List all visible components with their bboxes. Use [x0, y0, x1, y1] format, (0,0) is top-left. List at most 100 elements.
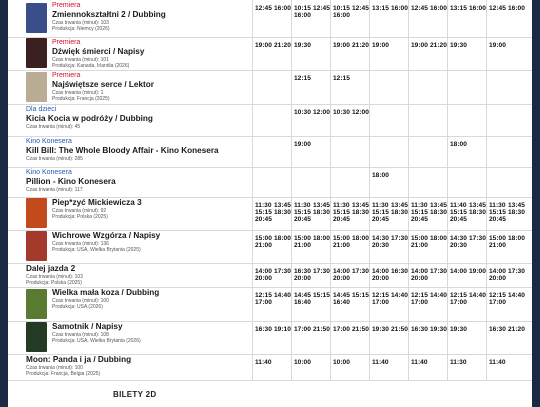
showtime-link[interactable]: 20:45 [411, 216, 428, 223]
showtime-link[interactable]: 19:30 [294, 42, 311, 49]
showtime-link[interactable]: 19:00 [294, 141, 311, 148]
film-title[interactable]: Wielka mała koza / Dubbing [52, 288, 160, 297]
showtime-link[interactable]: 11:30 [450, 359, 467, 366]
showtime-link[interactable]: 10:00 [294, 359, 311, 366]
showtime-link[interactable]: 20:00 [294, 275, 311, 282]
showtime-link[interactable]: 12:15 [411, 292, 428, 299]
film-title[interactable]: Najświętsze serce / Lektor [52, 80, 154, 89]
showtime-link[interactable]: 21:20 [508, 326, 525, 333]
showtime-link[interactable]: 14:00 [333, 268, 350, 275]
showtime-link[interactable]: 19:30 [430, 326, 447, 333]
showtime-link[interactable]: 13:45 [313, 202, 330, 209]
showtime-link[interactable]: 21:00 [294, 242, 311, 249]
showtime-link[interactable]: 20:00 [255, 275, 272, 282]
showtime-link[interactable]: 17:00 [333, 326, 350, 333]
showtime-link[interactable]: 19:10 [274, 326, 291, 333]
showtime-link[interactable]: 11:40 [450, 202, 467, 209]
showtime-link[interactable]: 20:45 [489, 216, 506, 223]
showtime-link[interactable]: 20:45 [372, 216, 389, 223]
showtime-link[interactable]: 16:00 [274, 5, 291, 12]
showtime-link[interactable]: 14:00 [255, 268, 272, 275]
showtime-link[interactable]: 17:30 [430, 268, 447, 275]
showtime-link[interactable]: 18:30 [313, 209, 330, 216]
showtime-link[interactable]: 15:00 [294, 235, 311, 242]
showtime-link[interactable]: 20:45 [255, 216, 272, 223]
showtime-link[interactable]: 15:15 [313, 292, 330, 299]
showtime-link[interactable]: 11:30 [372, 202, 389, 209]
showtime-link[interactable]: 18:00 [274, 235, 291, 242]
showtime-link[interactable]: 16:30 [294, 268, 311, 275]
showtime-link[interactable]: 15:00 [411, 235, 428, 242]
showtime-link[interactable]: 20:00 [333, 275, 350, 282]
showtime-link[interactable]: 19:30 [372, 326, 389, 333]
showtime-link[interactable]: 15:15 [372, 209, 389, 216]
showtime-link[interactable]: 19:00 [372, 42, 389, 49]
showtime-link[interactable]: 21:00 [489, 242, 506, 249]
film-title[interactable]: Dalej jazda 2 [26, 264, 76, 273]
showtime-link[interactable]: 14:45 [333, 292, 350, 299]
film-poster[interactable] [26, 322, 47, 352]
showtime-link[interactable]: 16:00 [294, 12, 311, 19]
film-poster[interactable] [26, 231, 47, 261]
showtime-link[interactable]: 10:30 [294, 109, 311, 116]
showtime-link[interactable]: 16:00 [391, 5, 408, 12]
showtime-link[interactable]: 12:45 [352, 5, 369, 12]
showtime-link[interactable]: 17:30 [352, 268, 369, 275]
showtime-link[interactable]: 18:30 [352, 209, 369, 216]
showtime-link[interactable]: 15:15 [333, 209, 350, 216]
showtime-link[interactable]: 13:45 [430, 202, 447, 209]
showtime-link[interactable]: 17:00 [372, 299, 389, 306]
showtime-link[interactable]: 16:40 [333, 299, 350, 306]
showtime-link[interactable]: 14:40 [274, 292, 291, 299]
film-poster[interactable] [26, 3, 47, 33]
film-title[interactable]: Kill Bill: The Whole Bloody Affair - Kin… [26, 146, 219, 155]
showtime-link[interactable]: 18:00 [372, 172, 389, 179]
showtime-link[interactable]: 15:15 [352, 292, 369, 299]
showtime-link[interactable]: 12:15 [255, 292, 272, 299]
showtime-link[interactable]: 10:15 [333, 5, 350, 12]
showtime-link[interactable]: 19:30 [450, 42, 467, 49]
showtime-link[interactable]: 12:00 [313, 109, 330, 116]
showtime-link[interactable]: 18:00 [352, 235, 369, 242]
showtime-link[interactable]: 13:45 [391, 202, 408, 209]
showtime-link[interactable]: 15:00 [489, 235, 506, 242]
showtime-link[interactable]: 19:00 [333, 42, 350, 49]
showtime-link[interactable]: 11:30 [489, 202, 506, 209]
showtime-link[interactable]: 14:40 [469, 292, 486, 299]
showtime-link[interactable]: 21:50 [352, 326, 369, 333]
showtime-link[interactable]: 21:50 [313, 326, 330, 333]
showtime-link[interactable]: 19:00 [255, 42, 272, 49]
film-title[interactable]: Wichrowe Wzgórza / Napisy [52, 231, 161, 240]
showtime-link[interactable]: 18:00 [313, 235, 330, 242]
showtime-link[interactable]: 18:30 [274, 209, 291, 216]
showtime-link[interactable]: 11:40 [372, 359, 389, 366]
showtime-link[interactable]: 12:45 [489, 5, 506, 12]
showtime-link[interactable]: 16:30 [391, 268, 408, 275]
showtime-link[interactable]: 12:15 [450, 292, 467, 299]
film-poster[interactable] [26, 38, 47, 68]
showtime-link[interactable]: 16:00 [333, 12, 350, 19]
showtime-link[interactable]: 11:30 [411, 202, 428, 209]
showtime-link[interactable]: 11:30 [294, 202, 311, 209]
showtime-link[interactable]: 14:00 [372, 268, 389, 275]
showtime-link[interactable]: 13:15 [372, 5, 389, 12]
showtime-link[interactable]: 21:20 [274, 42, 291, 49]
showtime-link[interactable]: 20:45 [294, 216, 311, 223]
showtime-link[interactable]: 20:45 [450, 216, 467, 223]
showtime-link[interactable]: 20:30 [372, 242, 389, 249]
showtime-link[interactable]: 11:30 [333, 202, 350, 209]
film-poster[interactable] [26, 71, 47, 102]
showtime-link[interactable]: 13:45 [352, 202, 369, 209]
showtime-link[interactable]: 17:30 [469, 235, 486, 242]
showtime-link[interactable]: 15:00 [333, 235, 350, 242]
showtime-link[interactable]: 14:30 [372, 235, 389, 242]
showtime-link[interactable]: 15:15 [255, 209, 272, 216]
showtime-link[interactable]: 20:30 [450, 242, 467, 249]
showtime-link[interactable]: 19:00 [469, 268, 486, 275]
showtime-link[interactable]: 20:00 [411, 275, 428, 282]
showtime-link[interactable]: 16:30 [255, 326, 272, 333]
showtime-link[interactable]: 18:30 [469, 209, 486, 216]
showtime-link[interactable]: 17:30 [391, 235, 408, 242]
showtime-link[interactable]: 17:00 [255, 299, 272, 306]
showtime-link[interactable]: 14:00 [450, 268, 467, 275]
